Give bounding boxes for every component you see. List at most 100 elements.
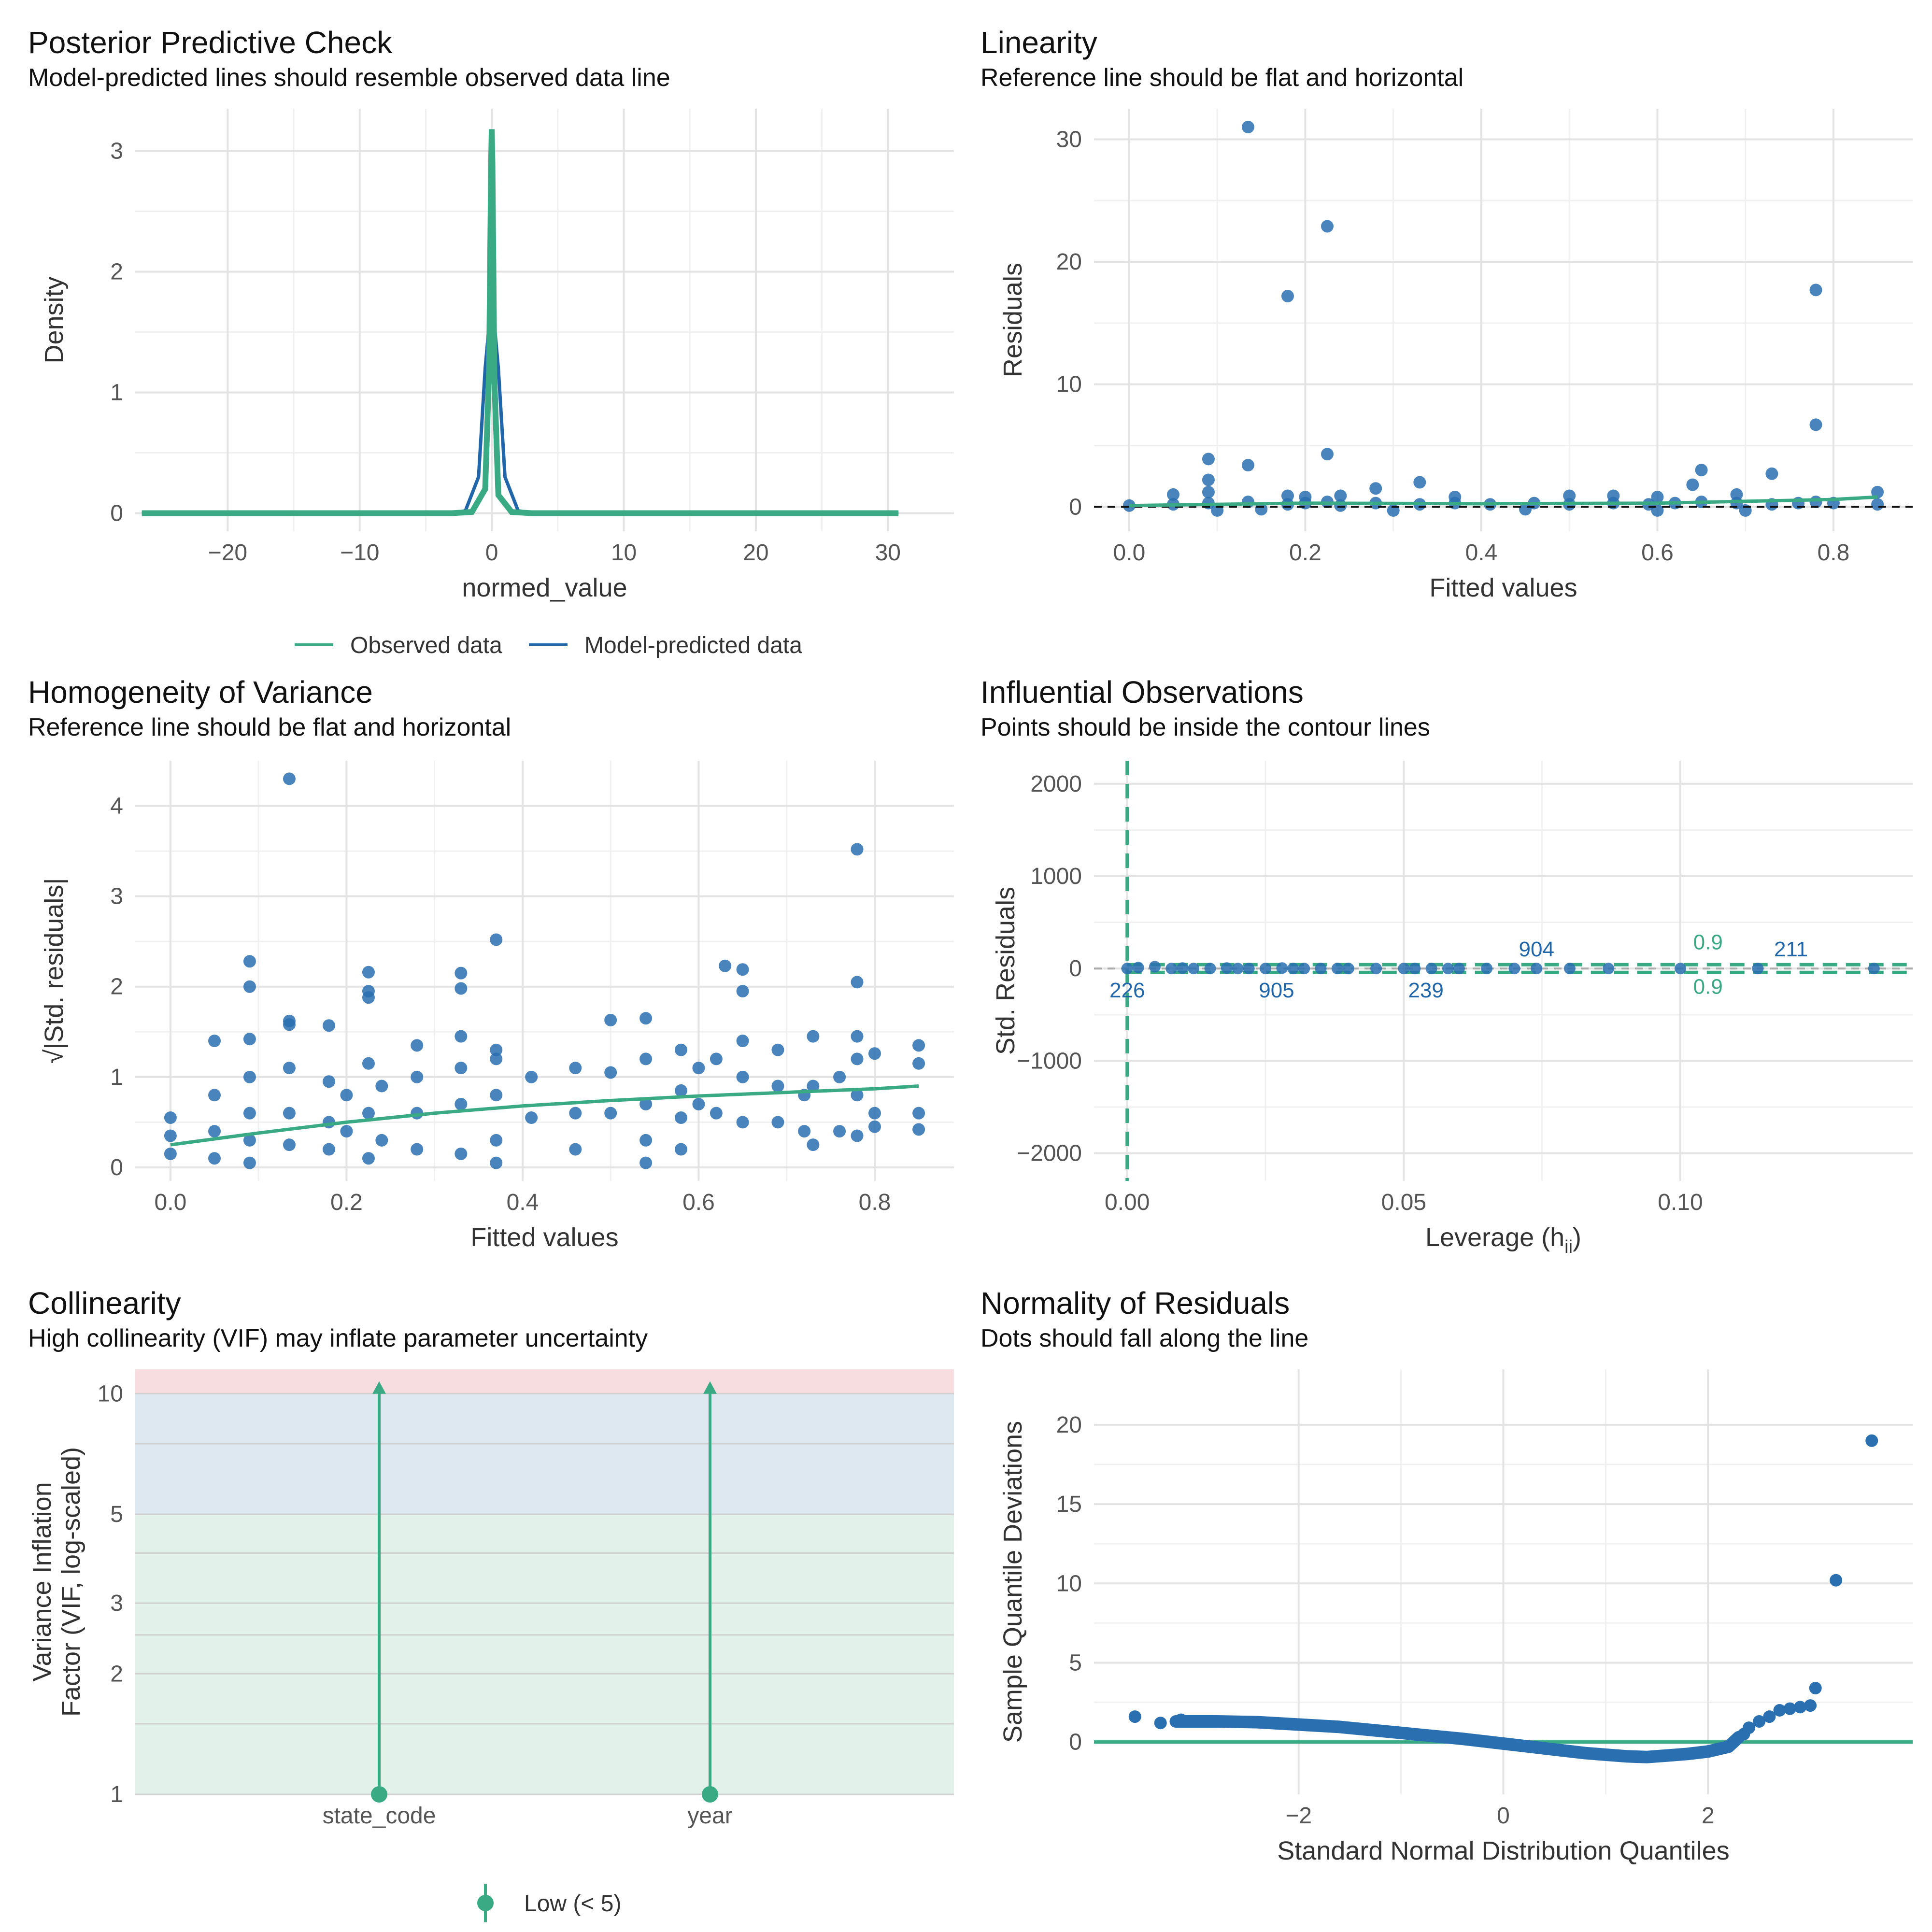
linearity-x-axis-label: Fitted values bbox=[1429, 573, 1577, 602]
qq-title: Normality of Residuals bbox=[980, 1286, 1290, 1321]
influence-panel: Influential Observations Points should be… bbox=[980, 675, 1913, 1257]
x-tick-label: 0.2 bbox=[1289, 540, 1321, 566]
linearity-title: Linearity bbox=[980, 25, 1097, 60]
residual-point bbox=[736, 1070, 749, 1083]
leverage-point bbox=[1188, 963, 1200, 975]
qq-point bbox=[1190, 1715, 1203, 1728]
residual-point bbox=[1809, 284, 1822, 297]
qq-point bbox=[1783, 1702, 1796, 1715]
residual-point bbox=[692, 1062, 705, 1075]
residual-point bbox=[455, 1062, 468, 1075]
residual-point bbox=[912, 1039, 925, 1052]
qq-point bbox=[1809, 1682, 1822, 1694]
homogeneity-title: Homogeneity of Variance bbox=[28, 675, 373, 710]
y-tick-label: 0 bbox=[110, 1155, 123, 1180]
residual-point bbox=[868, 1107, 881, 1120]
residual-point bbox=[710, 1052, 723, 1065]
residual-point bbox=[208, 1089, 221, 1102]
residual-point bbox=[490, 1052, 503, 1065]
y-tick-label: 10 bbox=[98, 1381, 123, 1406]
y-tick-label: 5 bbox=[110, 1502, 123, 1527]
residual-point bbox=[1321, 448, 1334, 461]
residual-point bbox=[639, 1134, 653, 1147]
residual-point bbox=[411, 1039, 424, 1052]
leverage-point bbox=[1868, 963, 1880, 975]
residual-point bbox=[283, 1018, 296, 1031]
residual-point bbox=[798, 1125, 811, 1138]
y-tick-label: 0 bbox=[1069, 1730, 1082, 1755]
xlabel-subscript: ii bbox=[1564, 1237, 1573, 1257]
x-tick-label: 0.4 bbox=[507, 1190, 539, 1215]
ppc-title: Posterior Predictive Check bbox=[28, 25, 393, 60]
residual-point bbox=[569, 1107, 582, 1120]
residual-point bbox=[243, 955, 256, 968]
residual-point bbox=[283, 772, 296, 785]
qq-point bbox=[1804, 1699, 1817, 1712]
residual-point bbox=[411, 1143, 424, 1156]
homogeneity-x-axis-label: Fitted values bbox=[470, 1223, 618, 1252]
residual-point bbox=[771, 1116, 784, 1129]
vif-zone-low bbox=[135, 1514, 954, 1794]
residual-point bbox=[455, 966, 468, 980]
residual-point bbox=[771, 1080, 784, 1093]
residual-point bbox=[1202, 473, 1215, 486]
x-tick-label: 30 bbox=[875, 540, 901, 566]
residual-point bbox=[833, 1070, 846, 1083]
residual-point bbox=[1413, 476, 1426, 489]
y-tick-label: 3 bbox=[110, 139, 123, 164]
residual-point bbox=[1321, 220, 1334, 233]
residual-point bbox=[1695, 464, 1708, 477]
residual-point bbox=[675, 1043, 687, 1056]
vif-zone-moderate bbox=[135, 1393, 954, 1515]
residual-point bbox=[208, 1035, 221, 1047]
y-tick-label: 10 bbox=[1056, 1571, 1082, 1596]
qq-y-axis-label: Sample Quantile Deviations bbox=[998, 1421, 1027, 1743]
y-tick-label: 20 bbox=[1056, 249, 1082, 275]
residual-point bbox=[1202, 453, 1215, 466]
ppc-y-axis-label: Density bbox=[40, 276, 69, 363]
qq-point bbox=[1175, 1713, 1188, 1726]
x-tick-label: 2 bbox=[1702, 1803, 1715, 1829]
ppc-subtitle: Model-predicted lines should resemble ob… bbox=[28, 64, 670, 92]
homogeneity-y-axis-label: √|Std. residuals| bbox=[40, 878, 69, 1064]
residual-point bbox=[490, 1134, 503, 1147]
leverage-point bbox=[1481, 963, 1493, 975]
leverage-point bbox=[1243, 963, 1255, 975]
residual-point bbox=[807, 1080, 820, 1093]
qq-point-band bbox=[1169, 1715, 1745, 1763]
x-tick-label: year bbox=[687, 1803, 732, 1829]
collinearity-y-axis-label-2: Factor (VIF, log-scaled) bbox=[57, 1447, 85, 1717]
linearity-panel: Linearity Reference line should be flat a… bbox=[980, 25, 1913, 602]
leverage-point bbox=[1453, 963, 1465, 975]
leverage-point bbox=[1409, 963, 1421, 975]
homogeneity-subtitle: Reference line should be flat and horizo… bbox=[28, 713, 511, 741]
x-tick-label: −10 bbox=[340, 540, 379, 566]
leverage-point bbox=[1165, 963, 1178, 975]
leverage-point bbox=[1121, 963, 1133, 975]
qq-point bbox=[1743, 1721, 1755, 1734]
influence-x-axis-label: Leverage (hii) bbox=[1425, 1223, 1581, 1257]
residual-point bbox=[851, 1089, 864, 1102]
residual-point bbox=[692, 1097, 705, 1110]
residual-point bbox=[490, 1089, 503, 1102]
residual-point bbox=[322, 1019, 335, 1032]
leverage-point bbox=[1398, 963, 1410, 975]
linearity-y-axis-label: Residuals bbox=[998, 263, 1027, 377]
residual-point bbox=[851, 1129, 864, 1142]
y-tick-label: 0 bbox=[1069, 494, 1082, 520]
x-tick-label: 0.8 bbox=[1818, 540, 1850, 566]
collinearity-subtitle: High collinearity (VIF) may inflate para… bbox=[28, 1324, 648, 1352]
residual-point bbox=[1651, 490, 1664, 503]
y-tick-label: 10 bbox=[1056, 372, 1082, 398]
residual-point bbox=[243, 1107, 256, 1120]
residual-point bbox=[1334, 489, 1347, 502]
leverage-point bbox=[1149, 961, 1161, 973]
qq-panel: Normality of Residuals Dots should fall a… bbox=[980, 1286, 1913, 1865]
vif-zone-high bbox=[135, 1369, 954, 1394]
ppc-panel: Posterior Predictive Check Model-predicte… bbox=[28, 25, 954, 658]
legend-low-key-dot bbox=[477, 1895, 494, 1911]
residual-point bbox=[639, 1012, 653, 1025]
x-tick-label: 0.6 bbox=[682, 1190, 715, 1215]
qq-point bbox=[1753, 1715, 1766, 1728]
y-tick-label: 20 bbox=[1056, 1412, 1082, 1438]
